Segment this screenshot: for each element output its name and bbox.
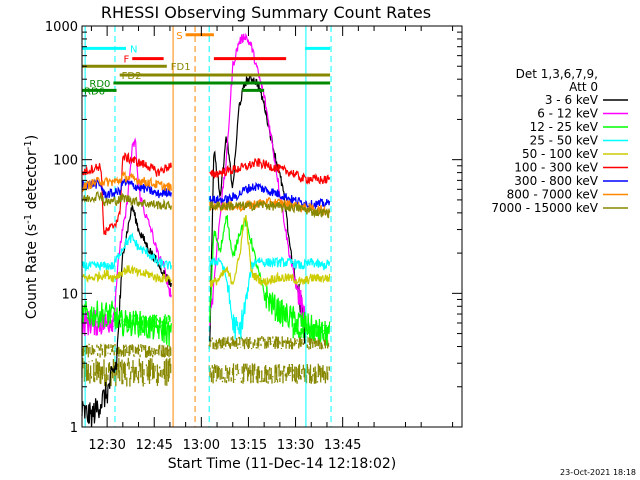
x-tick-label: 13:30 xyxy=(277,438,314,453)
legend-header-line: Det 1,3,6,7,9, xyxy=(516,67,598,81)
series-line xyxy=(81,232,172,271)
y-tick-label: 1000 xyxy=(45,20,78,35)
y-axis-label-part: Count Rate (s xyxy=(24,224,40,319)
flag-label: RD6 xyxy=(84,86,105,97)
series-line xyxy=(81,264,172,284)
chart-title: RHESSI Observing Summary Count Rates xyxy=(101,3,431,22)
legend-entry-label: 6 - 12 keV xyxy=(537,107,599,121)
series-line xyxy=(81,151,172,236)
series-7000-15000kev xyxy=(81,190,331,219)
legend-entry-label: 50 - 100 keV xyxy=(522,147,599,161)
axes-ticks: 1 10 100 1000 12:30 12:45 13:00 13:15 13:30 13:45 xyxy=(45,20,462,453)
series-line xyxy=(209,214,331,288)
legend-entry-label: 3 - 6 keV xyxy=(545,93,599,107)
legend-entry-label: 7000 - 15000 keV xyxy=(491,201,598,215)
y-axis-label-part: ) xyxy=(24,135,40,140)
x-tick-label: 13:00 xyxy=(183,438,220,453)
x-tick-label: 13:15 xyxy=(230,438,267,453)
series-line xyxy=(209,73,306,344)
flag-label: S xyxy=(176,31,182,42)
x-tick-label: 13:45 xyxy=(324,438,361,453)
series-line xyxy=(209,256,331,340)
y-tick-label: 100 xyxy=(53,154,78,169)
flag-label: FD2 xyxy=(122,71,142,82)
series-100-300kev xyxy=(81,151,331,236)
flag-label: F xyxy=(123,55,129,66)
plot-frame xyxy=(81,25,463,428)
series-line xyxy=(81,137,172,336)
x-tick-label: 12:45 xyxy=(135,438,172,453)
low-count-band xyxy=(81,357,172,387)
flag-label: FD1 xyxy=(171,62,191,73)
legend-entry-label: 300 - 800 keV xyxy=(514,174,598,188)
series-6-12kev xyxy=(81,32,306,336)
y-tick-label: 10 xyxy=(61,287,78,302)
attenuator-markers xyxy=(84,26,332,427)
series-25-50kev xyxy=(81,232,331,340)
low-count-band xyxy=(208,363,330,384)
series-line xyxy=(209,199,331,219)
series-line xyxy=(209,215,331,346)
x-axis-label: Start Time (11-Dec-14 12:18:02) xyxy=(168,456,396,472)
series-12-25kev xyxy=(81,215,331,347)
series-lines xyxy=(81,32,331,428)
x-tick-label: 12:30 xyxy=(88,438,125,453)
flag-label: RD0 xyxy=(89,79,110,90)
series-line xyxy=(209,196,331,216)
legend-entry-label: 800 - 7000 keV xyxy=(507,188,599,202)
series-50-100kev xyxy=(81,214,331,288)
legend-header-line: Att 0 xyxy=(569,80,598,94)
series-line xyxy=(81,190,172,210)
y-tick-label: 1 xyxy=(70,421,78,436)
y-axis-label-sup: -1 xyxy=(23,140,34,150)
legend-entry-label: 25 - 50 keV xyxy=(530,134,599,148)
legend-entry-label: 100 - 300 keV xyxy=(514,161,598,175)
series-line xyxy=(209,158,331,185)
flag-label: N xyxy=(130,44,137,55)
y-axis-label: Count Rate (s-1 detector-1) xyxy=(23,135,40,319)
y-axis-label-part: detector xyxy=(24,150,40,214)
series-800-7000kev xyxy=(81,170,331,216)
series-line xyxy=(209,32,306,329)
series-line xyxy=(81,300,172,347)
series-line xyxy=(81,170,172,193)
generated-timestamp: 23-Oct-2021 18:18 xyxy=(560,468,636,477)
y-axis-label-sup: -1 xyxy=(23,214,34,224)
legend-entry-label: 12 - 25 keV xyxy=(530,120,599,134)
